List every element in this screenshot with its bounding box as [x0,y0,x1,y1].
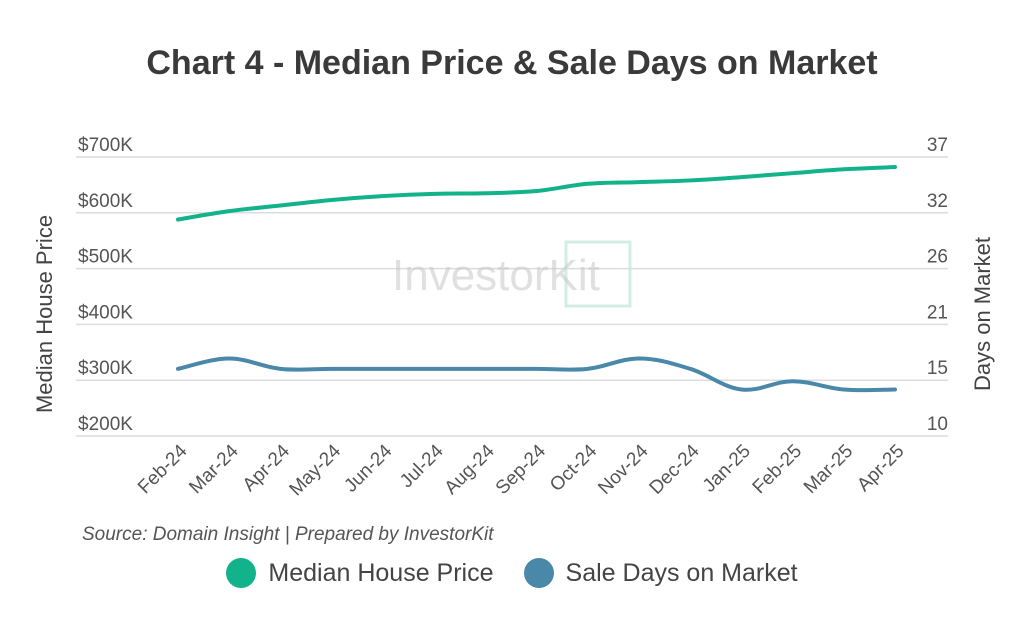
legend-price-label: Median House Price [268,558,494,587]
left-tick-label: $500K [78,247,133,268]
x-tick-label: Sep-24 [492,440,550,498]
right-axis-ticks: 37 32 26 21 15 10 [927,135,948,435]
legend-days-label: Sale Days on Market [565,558,798,587]
x-tick-label: Feb-24 [134,440,192,498]
x-tick-label: Apr-24 [239,440,294,495]
x-tick-label: Oct-24 [546,440,601,495]
right-tick-label: 32 [927,191,948,212]
right-tick-label: 10 [927,414,948,435]
chart-title: Chart 4 - Median Price & Sale Days on Ma… [146,44,878,82]
x-tick-label: Dec-24 [646,440,704,498]
x-tick-label: Nov-24 [594,440,652,498]
series-layer [176,165,897,393]
x-tick-label: Feb-25 [749,441,806,498]
x-tick-label: Apr-25 [853,441,908,496]
left-axis-title: Median House Price [32,215,57,413]
x-tick-label: May-24 [286,440,346,500]
left-axis-ticks: $700K $600K $500K $400K $300K $200K [78,135,133,435]
left-tick-label: $700K [78,135,133,156]
right-tick-label: 37 [927,135,948,156]
left-tick-label: $300K [78,358,133,379]
legend-days-marker [523,558,554,588]
x-tick-label: Aug-24 [441,440,499,498]
left-tick-label: $600K [78,191,133,212]
legend-price-marker [226,558,257,588]
x-tick-label: Jan-25 [699,441,755,497]
legend-item-price[interactable]: Median House Price [226,558,494,588]
legend: Median House Price Sale Days on Market [0,558,1024,588]
series-line-sale-days-on-market [176,356,897,393]
right-tick-label: 26 [927,247,948,268]
x-tick-label: Jun-24 [340,440,396,496]
investorkit-watermark: InvestorKit [392,240,632,308]
source-note: Source: Domain Insight | Prepared by Inv… [82,524,494,545]
left-tick-label: $400K [78,302,133,323]
right-axis-title: Days on Market [970,237,995,391]
left-tick-label: $200K [78,414,133,435]
right-tick-label: 21 [927,302,948,323]
legend-item-days[interactable]: Sale Days on Market [523,558,798,588]
right-tick-label: 15 [927,358,948,379]
x-tick-label: Mar-25 [800,441,857,498]
watermark-text: InvestorKit [392,251,600,300]
series-line-median-house-price [176,165,897,222]
x-tick-label: Mar-24 [185,440,243,498]
